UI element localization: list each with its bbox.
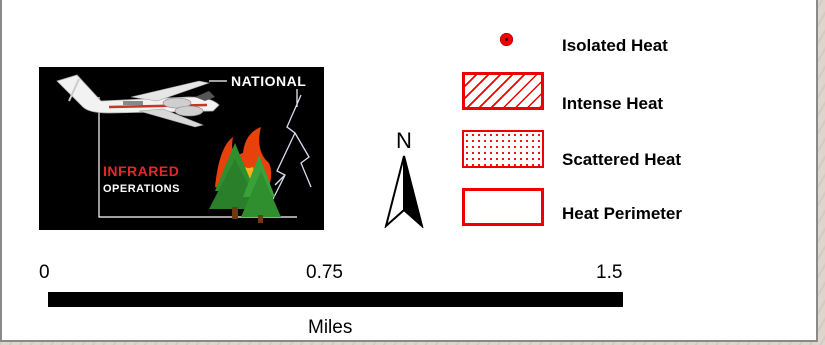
scattered-heat-swatch	[462, 130, 544, 168]
heat-perimeter-swatch	[462, 188, 544, 226]
scale-units-label: Miles	[308, 317, 353, 338]
tree-icon	[209, 143, 281, 223]
legend-label-heat-perimeter: Heat Perimeter	[562, 204, 683, 223]
aircraft-fire-emblem	[56, 74, 312, 223]
scale-tick-end: 1.5	[596, 262, 623, 283]
legend-label-intense-heat: Intense Heat	[562, 94, 664, 113]
scale-bar	[48, 292, 623, 307]
north-arrow-icon	[384, 155, 424, 228]
logo-text-operations: OPERATIONS	[103, 183, 180, 195]
scale-tick-start: 0	[39, 262, 50, 283]
nio-logo: NATIONAL INFRARED OPERATIONS	[39, 67, 324, 230]
legend-item-scattered-heat: Scattered Heat	[462, 130, 792, 174]
isolated-heat-icon	[500, 33, 513, 46]
airplane-icon	[56, 74, 220, 128]
logo-text-infrared: INFRARED	[103, 163, 180, 179]
legend-item-intense-heat: Intense Heat	[462, 72, 792, 116]
logo-text-national: NATIONAL	[231, 73, 307, 89]
intense-heat-swatch	[462, 72, 544, 110]
lightning-icon	[268, 94, 312, 208]
legend-item-heat-perimeter: Heat Perimeter	[462, 188, 792, 232]
scale-tick-middle: 0.75	[306, 262, 343, 283]
legend-label-isolated-heat: Isolated Heat	[562, 36, 668, 55]
legend-label-scattered-heat: Scattered Heat	[562, 150, 682, 169]
north-label: N	[396, 128, 412, 153]
